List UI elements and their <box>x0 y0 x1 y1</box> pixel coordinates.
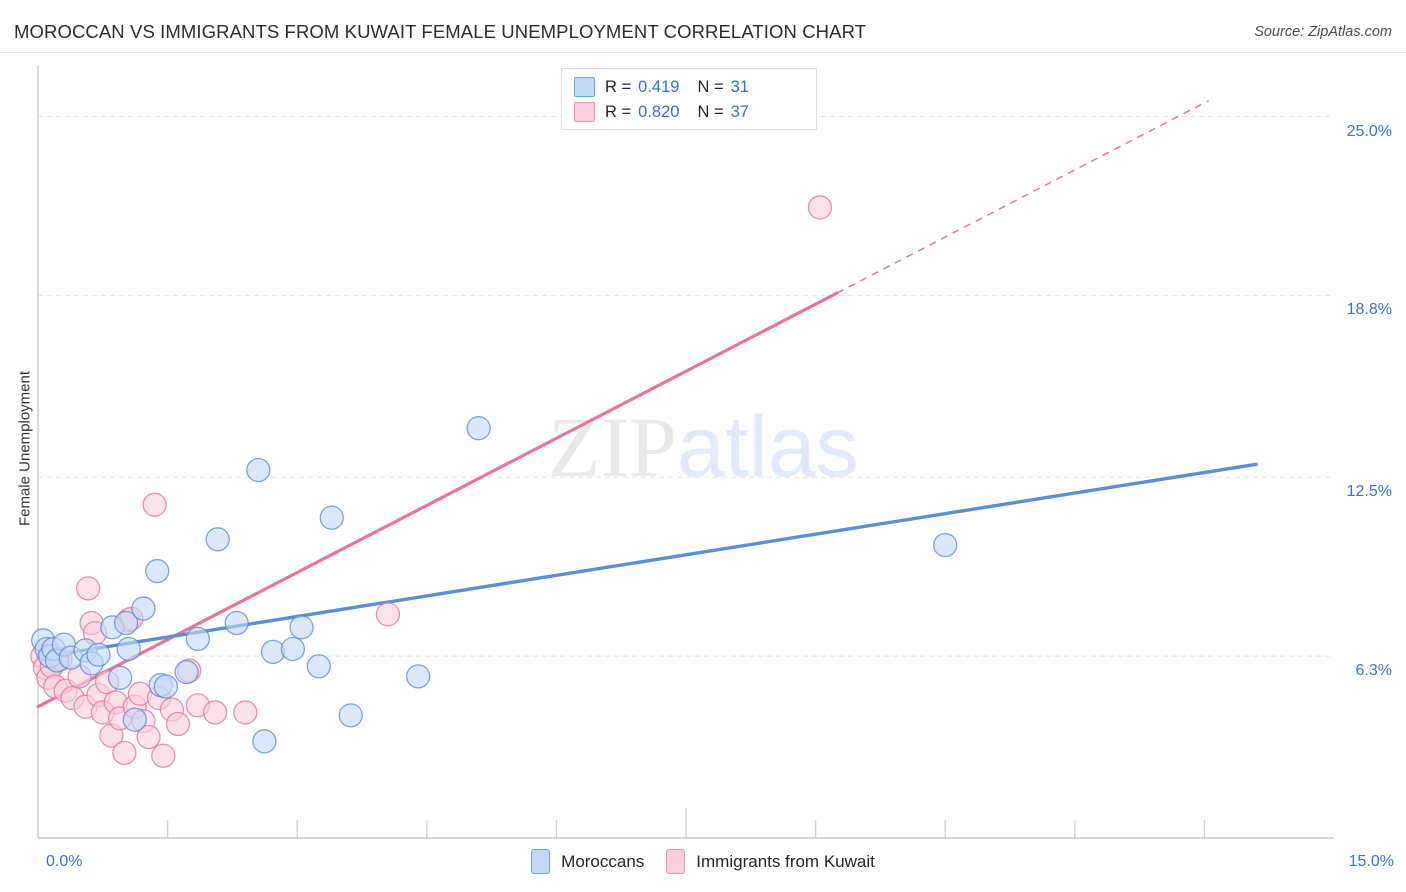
scatter-point[interactable] <box>375 602 401 627</box>
gridlines <box>38 116 1334 657</box>
page-title: MOROCCAN VS IMMIGRANTS FROM KUWAIT FEMAL… <box>14 21 867 42</box>
scatter-point[interactable] <box>145 558 170 584</box>
scatter-point[interactable] <box>151 743 176 768</box>
legend-n-value-0: 31 <box>730 77 749 96</box>
y-tick-label-3: 6.3% <box>1355 662 1392 680</box>
scatter-point[interactable] <box>122 707 147 732</box>
y-tick-label-2: 12.5% <box>1346 483 1392 501</box>
legend-row-immigrants-from-kuwait: R = 0.820 N = 37 <box>574 100 749 124</box>
scatter-point[interactable] <box>205 527 230 552</box>
scatter-point[interactable] <box>112 740 137 766</box>
scatter-point[interactable] <box>338 703 363 728</box>
scatter-point[interactable] <box>75 576 101 601</box>
y-tick-label-0: 25.0% <box>1346 122 1392 140</box>
header-divider <box>0 52 1406 53</box>
scatter-point[interactable] <box>116 636 141 662</box>
x-axis-max-label: 15.0% <box>1348 853 1394 870</box>
scatter-point[interactable] <box>466 416 491 441</box>
trendline-solid <box>36 462 1258 660</box>
series-label-moroccans: Moroccans <box>561 851 645 871</box>
legend-r-value-1: 0.820 <box>638 102 680 121</box>
series-legend-item-immigrants-from-kuwait[interactable]: Immigrants from Kuwait <box>666 849 875 874</box>
scatter-point[interactable] <box>185 626 210 652</box>
scatter-point[interactable] <box>289 615 314 640</box>
scatter-point[interactable] <box>224 610 249 636</box>
trendline-moroccans <box>36 462 1258 660</box>
scatter-point[interactable] <box>319 505 344 530</box>
legend-n-value-1: 37 <box>730 102 749 121</box>
correlation-legend: R = 0.419 N = 31 R = 0.820 N = 37 <box>561 68 817 130</box>
scatter-point[interactable] <box>165 711 191 737</box>
series-legend-item-moroccans[interactable]: Moroccans <box>531 849 644 874</box>
scatter-point[interactable] <box>174 659 199 685</box>
y-tick-label-1: 18.8% <box>1346 301 1392 319</box>
scatter-point[interactable] <box>107 665 133 690</box>
trendline-immigrants-from-kuwait <box>36 99 1210 709</box>
series-label-immigrants-from-kuwait: Immigrants from Kuwait <box>696 851 875 871</box>
legend-row-moroccans: R = 0.419 N = 31 <box>574 75 749 99</box>
source-attribution: Source: ZipAtlas.com <box>1254 24 1392 40</box>
scatter-point[interactable] <box>86 642 111 667</box>
scatter-point[interactable] <box>131 596 156 621</box>
scatter-point[interactable] <box>202 700 228 725</box>
scatter-point[interactable] <box>142 492 167 517</box>
scatter-point[interactable] <box>113 610 139 636</box>
scatter-point[interactable] <box>246 457 271 483</box>
scatter-point[interactable] <box>136 724 161 750</box>
scatter-point[interactable] <box>306 654 331 679</box>
trendline-projection <box>836 99 1210 294</box>
series-swatch-moroccans <box>531 849 551 874</box>
scatter-point[interactable] <box>153 674 179 699</box>
x-axis-ticks <box>166 808 1206 838</box>
scatter-point[interactable] <box>807 195 833 220</box>
scatter-point[interactable] <box>233 700 258 725</box>
scatter-point[interactable] <box>260 639 286 665</box>
legend-r-label-0: R = <box>605 77 632 96</box>
series-swatch-immigrants-from-kuwait <box>666 849 686 874</box>
legend-r-value-0: 0.419 <box>638 77 680 96</box>
x-axis-min-label: 0.0% <box>46 853 83 870</box>
legend-n-label-0: N = <box>697 77 724 96</box>
legend-n-label-1: N = <box>697 102 724 121</box>
legend-swatch-immigrants-from-kuwait <box>574 102 595 122</box>
scatter-point[interactable] <box>406 664 431 689</box>
series-legend: Moroccans Immigrants from Kuwait <box>0 849 1406 874</box>
legend-r-label-1: R = <box>605 102 632 121</box>
scatter-point[interactable] <box>933 532 958 558</box>
scatter-points-moroccans <box>31 416 958 754</box>
scatter-point[interactable] <box>252 729 277 754</box>
legend-swatch-moroccans <box>574 77 595 97</box>
scatter-point[interactable] <box>280 636 306 662</box>
